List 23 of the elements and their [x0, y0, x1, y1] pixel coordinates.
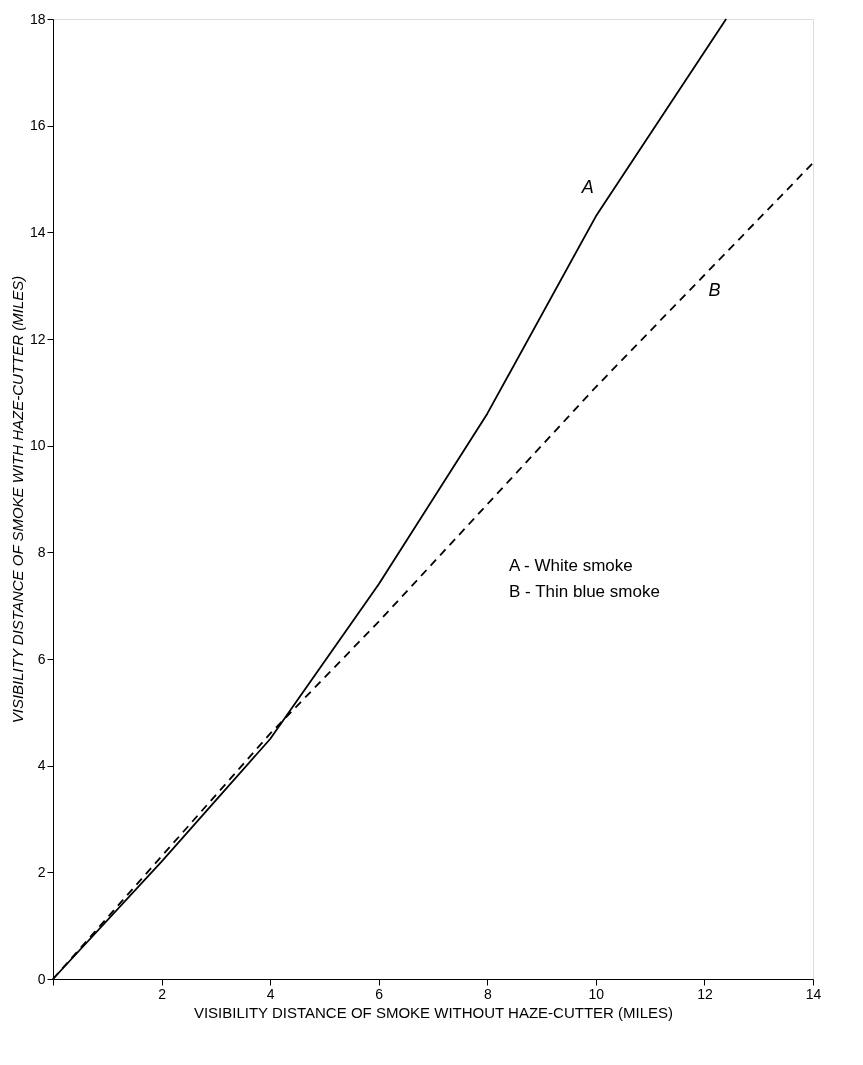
y-tick-label: 6: [37, 650, 46, 667]
y-tick-label: 8: [37, 543, 46, 560]
annotation: A - White smoke: [509, 556, 633, 576]
y-axis-title: VISIBILITY DISTANCE OF SMOKE WITH HAZE-CUTTER (MILES): [8, 275, 26, 724]
x-tick-label: 14: [805, 985, 822, 1002]
y-tick-label: 2: [37, 863, 46, 880]
series-label: B: [708, 280, 721, 300]
y-tick-label: 10: [29, 437, 46, 454]
x-tick-label: 4: [266, 985, 275, 1002]
y-tick-label: 18: [29, 10, 46, 27]
y-tick-label: 16: [29, 117, 46, 134]
x-tick-label: 10: [588, 985, 605, 1002]
y-tick-label: 0: [37, 970, 46, 987]
series-label: A: [580, 177, 594, 198]
x-tick-label: 8: [483, 985, 492, 1002]
annotation: B - Thin blue smoke: [509, 582, 660, 602]
x-tick-label: 2: [158, 985, 167, 1002]
y-tick-label: 14: [29, 223, 46, 240]
x-tick-label: 12: [697, 985, 713, 1002]
x-tick-label: 6: [375, 985, 384, 1002]
y-tick-label: 12: [29, 330, 46, 347]
y-tick-label: 4: [37, 757, 46, 774]
x-axis-title: VISIBILITY DISTANCE OF SMOKE WITHOUT HAZE-CUTTER (MILES): [193, 1003, 674, 1021]
